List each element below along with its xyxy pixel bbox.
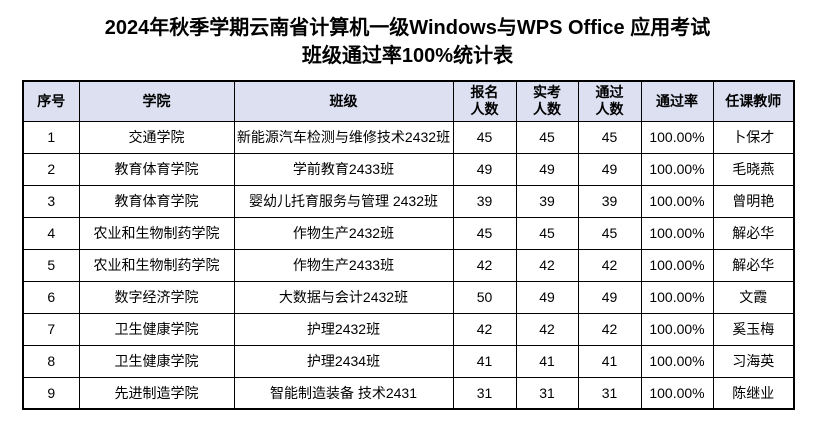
table-cell-passed: 45 — [577, 120, 642, 154]
col-header-college: 学院 — [78, 80, 235, 122]
table-cell-teacher: 曾明艳 — [712, 184, 795, 218]
table-cell-index: 5 — [22, 248, 80, 282]
table-cell-attended: 49 — [515, 280, 579, 314]
table-cell-attended: 41 — [515, 344, 579, 378]
page-title-line1: 2024年秋季学期云南省计算机一级Windows与WPS Office 应用考试 — [104, 17, 711, 39]
table-cell-attended: 42 — [515, 248, 579, 282]
table-cell-registered: 41 — [452, 344, 517, 378]
page-title-line2: 班级通过率100%统计表 — [301, 45, 514, 67]
table-row: 1 交通学院 新能源汽车检测与维修技术2432班 45 45 45 100.00% 卜保才 — [22, 120, 795, 154]
table-cell-attended: 31 — [515, 376, 579, 410]
table-row: 5 农业和生物制药学院 作物生产2433班 42 42 42 100.00% 解必华 — [22, 248, 795, 282]
table-cell-college: 卫生健康学院 — [78, 312, 235, 346]
table-row: 2 教育体育学院 学前教育2433班 49 49 49 100.00% 毛晓燕 — [22, 152, 795, 186]
table-cell-pass_rate: 100.00% — [640, 120, 714, 154]
table-body: 1 交通学院 新能源汽车检测与维修技术2432班 45 45 45 100.00% 卜保才 2 教… — [22, 120, 795, 410]
col-header-attended: 实考 人数 — [515, 80, 579, 122]
table-cell-registered: 45 — [452, 216, 517, 250]
table-cell-passed: 39 — [577, 184, 642, 218]
table-cell-teacher: 解必华 — [712, 216, 795, 250]
col-header-registered: 报名 人数 — [452, 80, 517, 122]
table-cell-college: 农业和生物制药学院 — [78, 248, 235, 282]
table-row: 8 卫生健康学院 护理2434班 41 41 41 100.00% 习海英 — [22, 344, 795, 378]
table-cell-index: 9 — [22, 376, 80, 410]
table-cell-teacher: 奚玉梅 — [712, 312, 795, 346]
table-cell-college: 教育体育学院 — [78, 152, 235, 186]
table-cell-pass_rate: 100.00% — [640, 312, 714, 346]
table-cell-class: 护理2434班 — [233, 344, 454, 378]
table-cell-passed: 42 — [577, 248, 642, 282]
table-cell-teacher: 毛晓燕 — [712, 152, 795, 186]
table-cell-attended: 42 — [515, 312, 579, 346]
table-cell-passed: 45 — [577, 216, 642, 250]
table-row: 9 先进制造学院 智能制造装备 技术2431 31 31 31 100.00% 陈继业 — [22, 376, 795, 410]
table-cell-registered: 45 — [452, 120, 517, 154]
table-cell-passed: 41 — [577, 344, 642, 378]
table-cell-index: 1 — [22, 120, 80, 154]
table-row: 7 卫生健康学院 护理2432班 42 42 42 100.00% 奚玉梅 — [22, 312, 795, 346]
table-row: 6 数字经济学院 大数据与会计2432班 50 49 49 100.00% 文霞 — [22, 280, 795, 314]
table-cell-registered: 42 — [452, 312, 517, 346]
table-cell-college: 教育体育学院 — [78, 184, 235, 218]
table-cell-college: 交通学院 — [78, 120, 235, 154]
col-header-passed: 通过 人数 — [577, 80, 642, 122]
table-cell-pass_rate: 100.00% — [640, 184, 714, 218]
table-cell-class: 新能源汽车检测与维修技术2432班 — [233, 120, 454, 154]
table-cell-teacher: 文霞 — [712, 280, 795, 314]
table-cell-pass_rate: 100.00% — [640, 280, 714, 314]
table-cell-passed: 31 — [577, 376, 642, 410]
table-row: 3 教育体育学院 婴幼儿托育服务与管理 2432班 39 39 39 100.00% 曾明艳 — [22, 184, 795, 218]
table-cell-index: 2 — [22, 152, 80, 186]
table-cell-index: 3 — [22, 184, 80, 218]
table-cell-college: 先进制造学院 — [78, 376, 235, 410]
table-cell-pass_rate: 100.00% — [640, 376, 714, 410]
page-title: 2024年秋季学期云南省计算机一级Windows与WPS Office 应用考试… — [0, 0, 815, 70]
table-cell-class: 学前教育2433班 — [233, 152, 454, 186]
table-cell-attended: 39 — [515, 184, 579, 218]
col-header-index: 序号 — [22, 80, 80, 122]
table-cell-class: 护理2432班 — [233, 312, 454, 346]
table-cell-attended: 49 — [515, 152, 579, 186]
table-cell-registered: 50 — [452, 280, 517, 314]
table-cell-class: 婴幼儿托育服务与管理 2432班 — [233, 184, 454, 218]
table-header-row: 序号 学院 班级 报名 人数 实考 人数 通过 人数 通过率 任课教师 — [22, 80, 795, 122]
pass-rate-table: 序号 学院 班级 报名 人数 实考 人数 通过 人数 通过率 任课教师 1 交通学… — [22, 80, 795, 410]
table-cell-index: 4 — [22, 216, 80, 250]
table-cell-index: 8 — [22, 344, 80, 378]
table-cell-teacher: 解必华 — [712, 248, 795, 282]
table-cell-college: 农业和生物制药学院 — [78, 216, 235, 250]
table-cell-teacher: 习海英 — [712, 344, 795, 378]
table-cell-passed: 49 — [577, 280, 642, 314]
table-cell-pass_rate: 100.00% — [640, 152, 714, 186]
table-cell-college: 卫生健康学院 — [78, 344, 235, 378]
table-cell-index: 6 — [22, 280, 80, 314]
table-cell-passed: 42 — [577, 312, 642, 346]
table-cell-registered: 42 — [452, 248, 517, 282]
table-cell-class: 作物生产2432班 — [233, 216, 454, 250]
table-cell-pass_rate: 100.00% — [640, 216, 714, 250]
col-header-teacher: 任课教师 — [712, 80, 795, 122]
table-cell-registered: 49 — [452, 152, 517, 186]
table-cell-registered: 31 — [452, 376, 517, 410]
table-cell-class: 大数据与会计2432班 — [233, 280, 454, 314]
col-header-class: 班级 — [233, 80, 454, 122]
col-header-pass-rate: 通过率 — [640, 80, 714, 122]
table-cell-college: 数字经济学院 — [78, 280, 235, 314]
table-row: 4 农业和生物制药学院 作物生产2432班 45 45 45 100.00% 解必华 — [22, 216, 795, 250]
table-cell-registered: 39 — [452, 184, 517, 218]
table-cell-attended: 45 — [515, 216, 579, 250]
table-cell-passed: 49 — [577, 152, 642, 186]
table-cell-teacher: 卜保才 — [712, 120, 795, 154]
table-cell-pass_rate: 100.00% — [640, 248, 714, 282]
table-cell-class: 作物生产2433班 — [233, 248, 454, 282]
table-cell-pass_rate: 100.00% — [640, 344, 714, 378]
table-cell-teacher: 陈继业 — [712, 376, 795, 410]
table-cell-index: 7 — [22, 312, 80, 346]
table-cell-attended: 45 — [515, 120, 579, 154]
table-cell-class: 智能制造装备 技术2431 — [233, 376, 454, 410]
